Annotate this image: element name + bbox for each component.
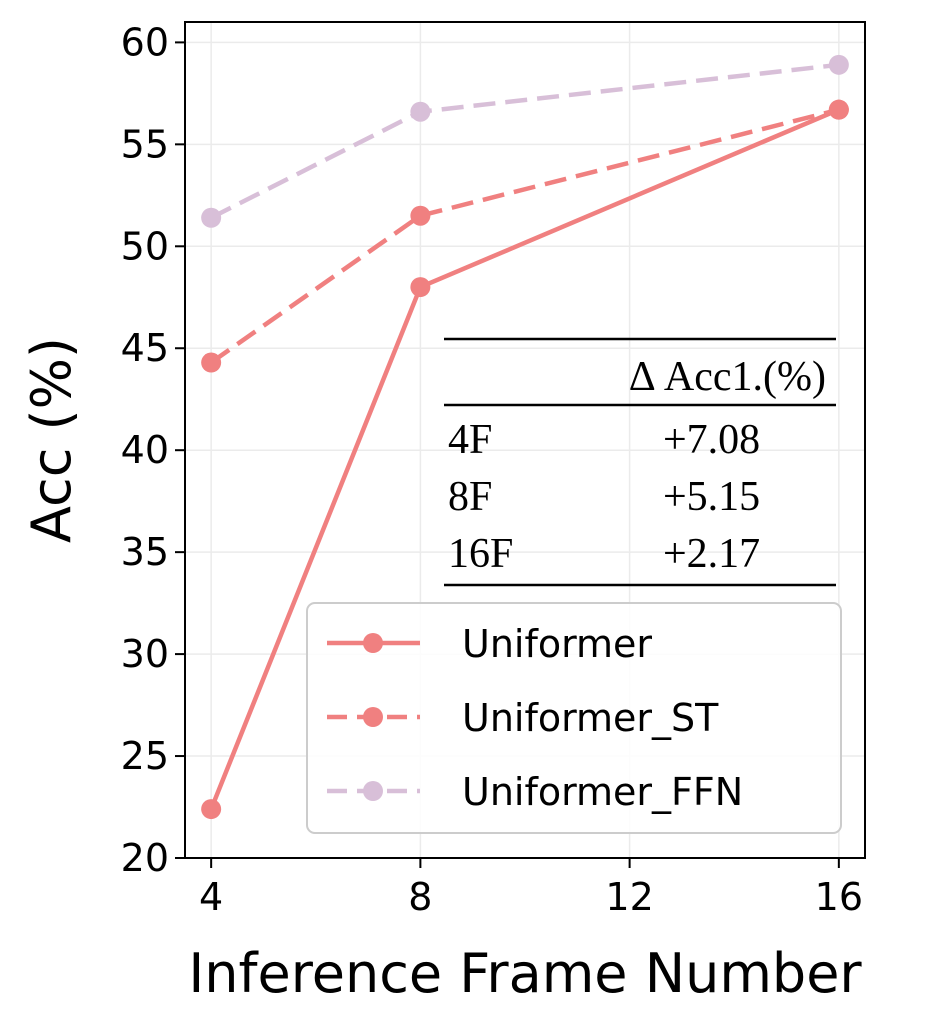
x-axis-title: Inference Frame Number [188, 942, 862, 1005]
series-2-point [201, 352, 222, 373]
legend-label: Uniformer [462, 622, 652, 666]
legend-marker [363, 633, 383, 653]
table-row-value: +5.15 [663, 474, 760, 520]
legend-label: Uniformer_FFN [462, 770, 743, 814]
stats-table: Δ Acc1.(%) 4F +7.08 8F +5.15 16F +2.17 [444, 337, 836, 587]
series-2-point [828, 99, 849, 120]
y-tick-label: 35 [121, 530, 169, 574]
legend-marker [363, 781, 383, 801]
ticks: 4 8 12 16 20 25 30 35 40 45 50 55 60 [121, 20, 863, 919]
table-row-value: +2.17 [663, 531, 760, 577]
series-3-point [828, 54, 849, 75]
series-layer [201, 54, 849, 820]
y-tick-label: 25 [121, 734, 169, 778]
series-1-point [410, 277, 431, 298]
series-3-point [410, 101, 431, 122]
plot-frame [184, 21, 866, 859]
x-tick-label: 16 [815, 875, 863, 919]
table-row-label: 8F [448, 474, 492, 520]
series-1-point [201, 799, 222, 820]
legend: Uniformer Uniformer_ST Uniformer_FFN [306, 602, 842, 834]
table-header: Δ Acc1.(%) [629, 354, 826, 400]
legend-label: Uniformer_ST [462, 696, 719, 740]
series-3-point [201, 207, 222, 228]
table-row-label: 16F [448, 531, 513, 577]
series-2-point [410, 205, 431, 226]
legend-box [306, 602, 842, 834]
legend-marker [363, 707, 383, 727]
x-tick-label: 4 [199, 875, 223, 919]
y-tick-label: 55 [121, 122, 169, 166]
series-line-3 [210, 62, 840, 220]
y-tick-label: 20 [121, 836, 169, 880]
x-tick-label: 12 [605, 875, 653, 919]
y-tick-label: 60 [121, 20, 169, 64]
series-line-2 [209, 107, 840, 365]
x-tick-label: 8 [408, 875, 432, 919]
y-axis-title: Acc (%) [20, 337, 83, 543]
table-row-label: 4F [448, 417, 492, 463]
y-tick-label: 50 [121, 224, 169, 268]
y-tick-label: 45 [121, 326, 169, 370]
y-tick-label: 30 [121, 632, 169, 676]
table-row-value: +7.08 [663, 417, 760, 463]
y-tick-label: 40 [121, 428, 169, 472]
